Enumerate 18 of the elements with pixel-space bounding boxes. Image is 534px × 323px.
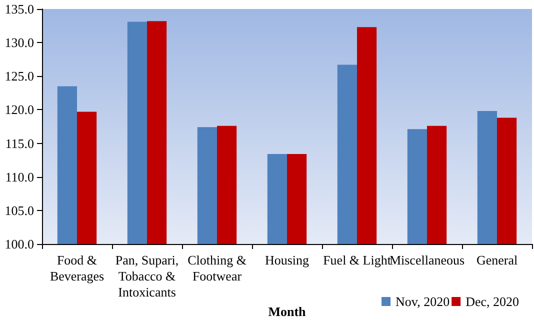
y-tick-label: 110.0 xyxy=(5,169,34,184)
x-tick-label: Miscellaneous xyxy=(389,252,465,268)
y-tick-label: 130.0 xyxy=(4,35,34,50)
y-tick-label: 100.0 xyxy=(4,236,34,252)
x-tick-label: Pan, Supari, Tobacco & Intoxicants xyxy=(115,252,179,300)
y-tick-label: 125.0 xyxy=(4,68,34,84)
x-tick-label: Fuel & Light xyxy=(323,252,392,268)
y-tick-label: 105.0 xyxy=(4,202,34,218)
x-axis-title: Month xyxy=(268,304,307,319)
x-tick-label: Housing xyxy=(264,252,310,268)
x-tick-label: Clothing & Footwear xyxy=(188,252,246,284)
x-tick-label: Food & Beverages xyxy=(50,252,104,284)
y-tick-label: 120.0 xyxy=(4,102,34,118)
x-tick-label: General xyxy=(476,252,518,268)
y-tick-label: 135.0 xyxy=(4,2,34,16)
legend-label: Nov, 2020 xyxy=(396,294,450,309)
y-tick-label: 115.0 xyxy=(5,136,34,151)
legend-label: Dec, 2020 xyxy=(466,294,520,309)
